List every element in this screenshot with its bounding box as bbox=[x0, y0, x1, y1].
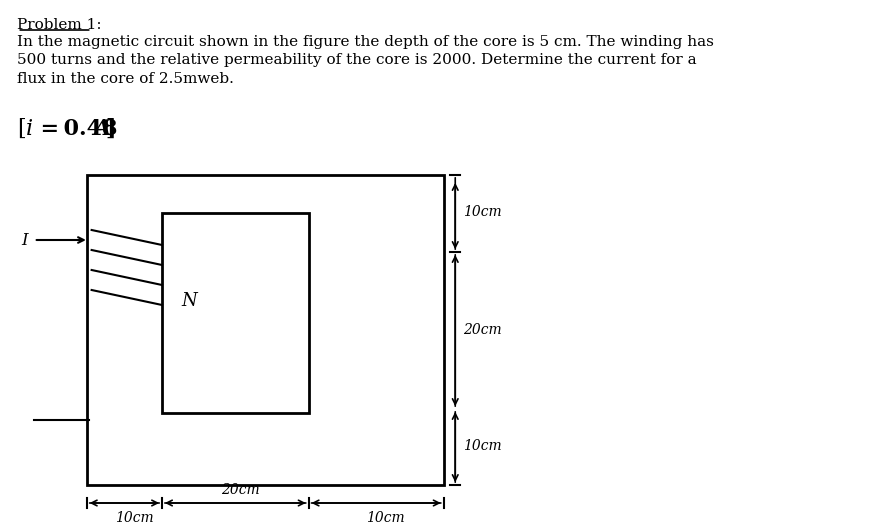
Text: i: i bbox=[26, 118, 33, 140]
Text: 10cm: 10cm bbox=[463, 205, 502, 220]
Text: Problem 1:: Problem 1: bbox=[18, 18, 102, 32]
Text: A: A bbox=[94, 118, 111, 140]
Text: 10cm: 10cm bbox=[463, 439, 502, 453]
Text: = 0.48: = 0.48 bbox=[36, 118, 118, 140]
Bar bbox=[162, 213, 309, 413]
Text: In the magnetic circuit shown in the figure the depth of the core is 5 cm. The w: In the magnetic circuit shown in the fig… bbox=[18, 35, 714, 86]
Bar bbox=[87, 175, 444, 485]
Text: I: I bbox=[21, 232, 28, 249]
Text: [: [ bbox=[18, 118, 26, 140]
Text: ]: ] bbox=[105, 118, 116, 140]
Text: 10cm: 10cm bbox=[367, 511, 405, 525]
Text: N: N bbox=[182, 292, 197, 310]
Text: 10cm: 10cm bbox=[115, 511, 153, 525]
Text: 20cm: 20cm bbox=[463, 322, 502, 337]
Text: 20cm: 20cm bbox=[221, 483, 260, 497]
